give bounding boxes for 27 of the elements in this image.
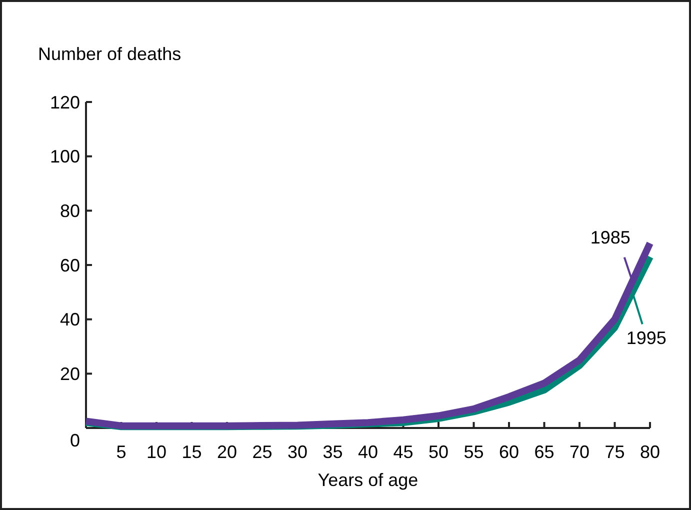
y-tick-label: 0	[70, 430, 80, 450]
x-tick-label: 50	[428, 442, 449, 462]
x-tick-label: 35	[322, 442, 343, 462]
legend-label: 1995	[626, 328, 666, 348]
x-tick-label: 20	[216, 442, 238, 462]
y-tick-label: 20	[60, 364, 80, 384]
y-tick-label: 40	[60, 310, 80, 330]
x-tick-label: 80	[640, 442, 660, 462]
x-tick-label: 10	[146, 442, 167, 462]
x-tick-label: 25	[252, 442, 272, 462]
y-tick-label: 120	[50, 92, 80, 112]
x-axis-title: Years of age	[318, 470, 418, 490]
x-tick-label: 40	[358, 442, 378, 462]
x-tick-label: 75	[604, 442, 625, 462]
x-tick-label: 55	[464, 442, 484, 462]
x-tick-label: 15	[182, 442, 202, 462]
x-tick-label: 65	[534, 442, 554, 462]
x-tick-label: 70	[569, 442, 590, 462]
x-tick-label: 60	[498, 442, 520, 462]
y-axis-title: Number of deaths	[38, 44, 182, 64]
series-label: 1985	[590, 227, 630, 248]
x-tick-label: 30	[287, 442, 308, 462]
y-tick-label: 80	[60, 200, 80, 221]
x-tick-label: 5	[116, 442, 126, 462]
x-tick-label: 45	[393, 442, 414, 462]
y-tick-label: 100	[50, 146, 80, 167]
y-tick-label: 60	[60, 255, 80, 276]
